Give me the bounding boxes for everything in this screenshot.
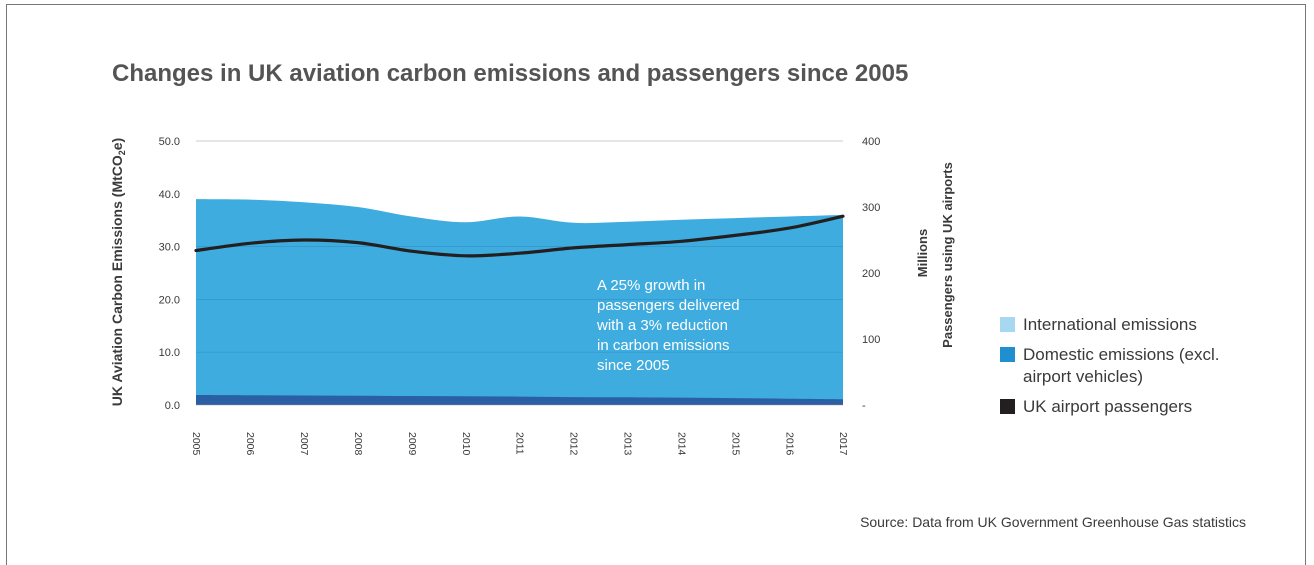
y2-tick-label: 200 [862, 268, 880, 280]
y-axis-label: UK Aviation Carbon Emissions (MtCO2e) [109, 138, 127, 406]
y-tick-label: 50.0 [159, 136, 180, 148]
y2-axis-label: Passengers using UK airports [940, 162, 955, 348]
y2-tick-label: 300 [862, 202, 880, 214]
y-tick-label: 10.0 [159, 347, 180, 359]
legend-label-international: International emissions [1023, 315, 1197, 334]
y-tick-label: 30.0 [159, 242, 180, 254]
y2-axis-label-units: Millions [915, 229, 930, 277]
annotation-line: since 2005 [597, 357, 670, 374]
legend-swatch-domestic [1000, 347, 1015, 362]
legend-item-domestic: Domestic emissions (excl. airport vehicl… [1000, 344, 1238, 388]
y-tick-label: 20.0 [159, 294, 180, 306]
legend-swatch-international [1000, 317, 1015, 332]
x-tick-label: 2006 [244, 432, 256, 456]
y-tick-label: 0.0 [165, 400, 180, 412]
area-domestic-emissions [196, 394, 843, 405]
y2-tick-label: - [862, 400, 866, 412]
x-tick-label: 2011 [514, 432, 526, 455]
y2-tick-label: 100 [862, 334, 880, 346]
x-tick-label: 2015 [729, 432, 741, 456]
legend-item-international: International emissions [1000, 314, 1238, 336]
x-tick-label: 2005 [190, 432, 202, 456]
area-international-emissions [196, 199, 843, 405]
source-note: Source: Data from UK Government Greenhou… [860, 514, 1246, 530]
x-tick-label: 2010 [460, 432, 472, 456]
legend-swatch-passengers [1000, 399, 1015, 414]
annotation-line: A 25% growth in [597, 277, 705, 294]
legend-item-passengers: UK airport passengers [1000, 396, 1238, 418]
x-tick-label: 2016 [783, 432, 795, 456]
legend: International emissions Domestic emissio… [1000, 314, 1238, 426]
x-tick-label: 2012 [568, 432, 580, 456]
y2-tick-label: 400 [862, 136, 880, 148]
legend-label-domestic: Domestic emissions (excl. airport vehicl… [1023, 345, 1220, 386]
x-tick-label: 2008 [352, 432, 364, 456]
annotation-line: with a 3% reduction [596, 317, 728, 334]
annotation-line: in carbon emissions [597, 337, 730, 354]
x-tick-label: 2007 [298, 432, 310, 456]
x-tick-label: 2017 [837, 432, 849, 456]
x-tick-label: 2013 [622, 432, 634, 456]
chart-title: Changes in UK aviation carbon emissions … [112, 60, 909, 87]
legend-label-passengers: UK airport passengers [1023, 397, 1193, 416]
x-tick-label: 2009 [406, 432, 418, 456]
x-tick-label: 2014 [675, 432, 687, 456]
chart-frame [6, 4, 1306, 565]
annotation-line: passengers delivered [597, 297, 740, 314]
y-tick-label: 40.0 [159, 189, 180, 201]
